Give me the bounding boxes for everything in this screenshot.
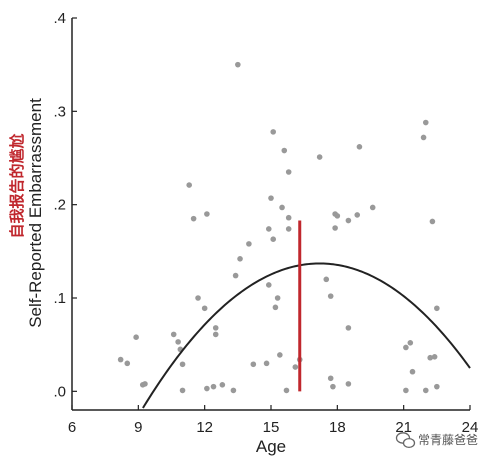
data-point — [427, 354, 434, 361]
data-point — [219, 382, 226, 388]
data-point — [263, 360, 270, 367]
data-point — [250, 361, 257, 368]
x-axis-label: Age — [256, 437, 286, 456]
data-point — [334, 213, 341, 219]
x-tick-label: 21 — [395, 419, 412, 436]
y-ticks: .0 .1 .2 .3 .4 — [53, 10, 77, 400]
data-point — [190, 215, 197, 222]
x-tick-label: 9 — [134, 419, 142, 436]
y-tick-label: .4 — [53, 10, 66, 27]
data-point — [212, 331, 219, 338]
x-tick-label: 18 — [329, 419, 346, 436]
y-tick-label: .1 — [53, 290, 66, 307]
x-tick-label: 6 — [68, 419, 76, 436]
data-point — [332, 225, 338, 231]
data-point — [345, 381, 352, 387]
data-point — [356, 144, 363, 150]
data-point — [270, 236, 277, 242]
fit-curve — [142, 262, 471, 409]
data-point — [186, 182, 192, 188]
data-point — [270, 129, 277, 135]
axes — [71, 18, 470, 411]
data-point — [323, 276, 330, 283]
data-point — [133, 334, 139, 341]
x-tick-label: 24 — [462, 419, 479, 436]
x-tick-label: 15 — [263, 419, 280, 436]
data-point — [327, 375, 334, 382]
watermark: 常青藤爸爸 — [395, 432, 478, 449]
data-point — [369, 204, 376, 211]
data-point — [124, 360, 131, 367]
data-point — [142, 381, 148, 387]
data-point — [292, 364, 299, 370]
data-point — [204, 385, 210, 392]
data-point — [330, 383, 336, 390]
data-point — [285, 214, 292, 221]
wechat-icon — [395, 432, 416, 449]
data-point — [232, 272, 239, 279]
x-ticks: 6 9 12 15 18 21 24 — [68, 405, 479, 436]
data-point — [429, 218, 436, 225]
data-point — [179, 387, 186, 394]
data-point — [237, 255, 243, 262]
y-tick-label: .3 — [53, 103, 66, 120]
data-point — [274, 295, 281, 301]
data-point — [434, 383, 440, 390]
data-point — [204, 211, 210, 217]
data-point — [179, 361, 186, 368]
data-point — [434, 305, 440, 312]
data-point — [285, 169, 292, 175]
watermark-text: 常青藤爸爸 — [418, 433, 478, 447]
y-tick-label: .2 — [53, 197, 66, 214]
data-point — [246, 241, 252, 247]
data-point — [268, 195, 274, 201]
data-point — [327, 293, 334, 299]
data-point — [117, 356, 124, 363]
data-point — [316, 154, 323, 160]
data-point — [422, 387, 429, 394]
data-point — [281, 147, 288, 154]
data-point — [265, 282, 272, 288]
data-point — [235, 61, 241, 68]
data-point — [272, 304, 279, 311]
data-point — [409, 368, 416, 375]
data-point — [420, 134, 427, 141]
data-point — [210, 383, 217, 390]
y-axis-label: Self-Reported Embarrassment — [26, 98, 45, 328]
data-point — [195, 295, 201, 301]
data-point — [279, 204, 285, 211]
data-point — [265, 226, 272, 232]
data-point — [212, 325, 219, 331]
data-point — [422, 119, 429, 126]
data-point — [230, 387, 237, 394]
data-point — [175, 339, 181, 345]
data-point — [345, 217, 352, 224]
data-point — [345, 325, 352, 331]
data-point — [403, 387, 409, 394]
x-tick-label: 12 — [196, 419, 213, 436]
y-tick-label: .0 — [53, 383, 66, 400]
data-point — [201, 305, 208, 312]
data-point — [285, 226, 292, 232]
data-point — [354, 212, 361, 218]
y-axis-label-chinese: 自我报告的尴尬 — [8, 133, 26, 238]
data-points — [117, 61, 440, 394]
data-point — [170, 331, 177, 338]
data-point — [283, 387, 290, 394]
data-point — [403, 344, 409, 351]
data-point — [431, 354, 438, 360]
data-point — [407, 340, 414, 346]
data-point — [277, 352, 283, 358]
